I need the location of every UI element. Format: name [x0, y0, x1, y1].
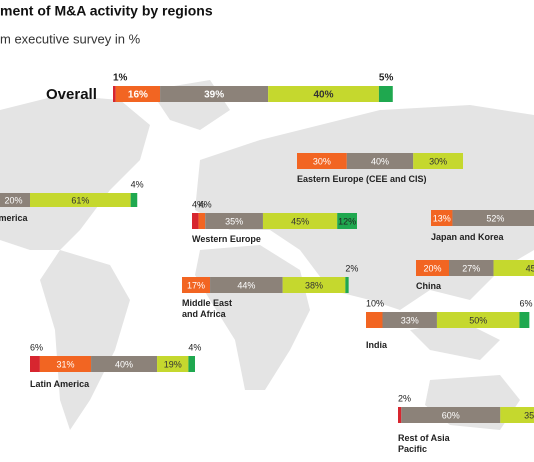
value-label: 45% — [291, 216, 309, 226]
category-label: Latin America — [30, 379, 90, 389]
bar-segment — [205, 213, 263, 229]
bar-segment — [452, 210, 534, 226]
bar-segment — [182, 277, 211, 293]
bar-segment — [416, 260, 449, 276]
value-label: 10% — [366, 298, 384, 308]
category-label-text: Middle East and Africa — [182, 298, 233, 319]
value-label: 6% — [519, 298, 532, 308]
category-label: China — [416, 281, 442, 291]
bar-segment — [519, 312, 530, 328]
value-label: 61% — [71, 195, 89, 205]
value-label: 16% — [128, 90, 148, 101]
bar-segment — [398, 407, 402, 423]
category-label: Eastern Europe (CEE and CIS) — [297, 174, 427, 184]
category-label-text: Western Europe — [192, 234, 261, 244]
bar-segment — [188, 356, 195, 372]
category-label: America — [0, 213, 28, 223]
bar-segment — [262, 213, 338, 229]
category-label: Middle East and Africa — [182, 298, 233, 319]
value-label: 4% — [131, 179, 144, 189]
value-label: 2% — [345, 263, 358, 273]
value-label: 44% — [237, 280, 255, 290]
category-label-text: Japan and Korea — [431, 232, 504, 242]
bar-segment — [39, 356, 92, 372]
bar-segment — [345, 277, 349, 293]
value-label: 4% — [199, 199, 212, 209]
category-label-text: Rest of Asia Pacific — [398, 433, 450, 454]
bar-segment — [436, 312, 520, 328]
category-label: Overall — [46, 86, 97, 103]
value-label: 40% — [314, 90, 334, 101]
bar-segment — [113, 86, 116, 102]
value-label: 27% — [462, 263, 480, 273]
category-label-text: Eastern Europe (CEE and CIS) — [297, 174, 427, 184]
value-label: 4% — [192, 199, 205, 209]
bar-segment — [500, 407, 534, 423]
value-label: 2% — [398, 393, 411, 403]
category-label: Western Europe — [192, 234, 261, 244]
value-label: 1% — [113, 73, 128, 84]
bar-segment — [30, 193, 131, 207]
value-label: 4% — [188, 342, 201, 352]
value-label: 6% — [30, 342, 43, 352]
value-label: 31% — [56, 359, 74, 369]
bar-segment — [198, 213, 206, 229]
value-label: 38% — [305, 280, 323, 290]
bar-segment — [431, 210, 453, 226]
bar-segment — [91, 356, 158, 372]
bar-segment — [449, 260, 494, 276]
chart-title: ment of M&A activity by regions — [0, 3, 213, 19]
bar-segment — [30, 356, 40, 372]
bar-segment — [0, 193, 30, 207]
bar-segment — [401, 407, 501, 423]
value-label: 40% — [115, 359, 133, 369]
value-label: 35 — [524, 410, 534, 420]
value-label: 5% — [379, 73, 394, 84]
value-label: 52% — [486, 213, 504, 223]
category-label-text: Latin America — [30, 379, 90, 389]
value-label: 45 — [526, 263, 534, 273]
bar-segment — [282, 277, 346, 293]
value-label: 13% — [433, 213, 451, 223]
value-label: 19% — [164, 359, 182, 369]
bar-segment — [157, 356, 189, 372]
value-label: 33% — [401, 315, 419, 325]
value-label: 20% — [4, 195, 22, 205]
category-label-text: America — [0, 213, 28, 223]
category-label-text: China — [416, 281, 442, 291]
bar-segment — [366, 312, 383, 328]
value-label: 39% — [204, 90, 224, 101]
bar-segment — [378, 86, 393, 102]
value-label: 17% — [187, 280, 205, 290]
category-label-text: India — [366, 340, 388, 350]
bar-segment — [382, 312, 437, 328]
bar-segment — [413, 153, 463, 169]
value-label: 60% — [442, 410, 460, 420]
bar-segment — [160, 86, 269, 102]
bar-segment — [337, 213, 357, 229]
bar-segment — [297, 153, 347, 169]
category-label-text: Overall — [46, 86, 97, 103]
bar-segment — [268, 86, 379, 102]
value-label: 12% — [338, 216, 356, 226]
category-label: Rest of Asia Pacific — [398, 433, 450, 454]
bar-segment — [192, 213, 199, 229]
bar-segment — [210, 277, 283, 293]
bar-segment — [493, 260, 534, 276]
category-label: India — [366, 340, 388, 350]
value-label: 50% — [469, 315, 487, 325]
value-label: 30% — [313, 156, 331, 166]
bar-segment — [115, 86, 161, 102]
bar-segment — [346, 153, 414, 169]
chart-subtitle: m executive survey in % — [0, 31, 141, 46]
value-label: 20% — [423, 263, 441, 273]
value-label: 30% — [429, 156, 447, 166]
value-label: 35% — [225, 216, 243, 226]
value-label: 40% — [371, 156, 389, 166]
bar-segment — [130, 193, 138, 207]
category-label: Japan and Korea — [431, 232, 504, 242]
